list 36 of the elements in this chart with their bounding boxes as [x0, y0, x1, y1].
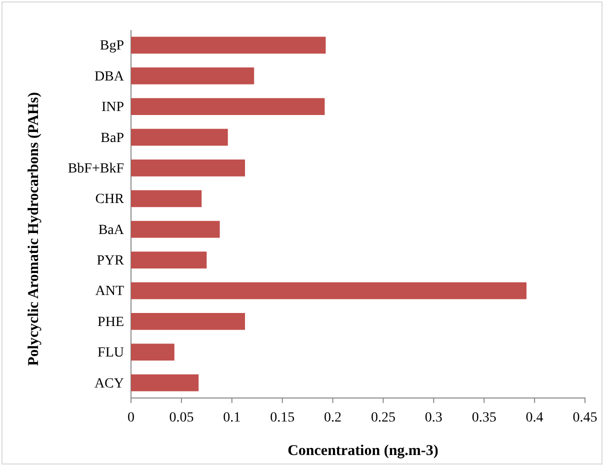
bar — [131, 128, 228, 146]
x-tick-label: 0 — [128, 410, 134, 426]
bar — [131, 160, 246, 176]
y-tick-label: BbF+BkF — [68, 161, 124, 176]
x-tick-label: 0.3 — [424, 410, 442, 426]
y-tick-label: BaA — [98, 222, 125, 238]
bar — [131, 36, 326, 54]
bar — [131, 252, 207, 268]
bar — [131, 67, 254, 84]
y-axis-title: Polycyclic Aromatic Hydrocarbons (PAHs) — [26, 92, 42, 366]
x-axis-title: Concentration (ng.m-3) — [288, 443, 438, 459]
bar — [131, 190, 202, 208]
bar — [131, 374, 199, 392]
y-tick-label: FLU — [98, 346, 124, 361]
y-tick-label: BgP — [100, 38, 124, 54]
x-tick-label: 0.05 — [169, 410, 194, 426]
y-tick-label: BaP — [100, 130, 124, 146]
y-tick-label: ACY — [94, 376, 124, 392]
bar — [131, 98, 325, 116]
x-tick-label: 0.2 — [324, 410, 342, 426]
x-tick-label: 0.25 — [370, 410, 396, 426]
bar — [131, 282, 526, 300]
y-tick-label: ANT — [95, 284, 124, 300]
x-tick-label: 0.1 — [223, 410, 241, 426]
y-tick-label: PYR — [96, 254, 125, 269]
bar — [131, 220, 220, 238]
bar — [131, 344, 174, 361]
bar — [131, 312, 246, 330]
x-tick-label: 0.4 — [526, 410, 544, 426]
y-tick-label: DBA — [94, 69, 125, 84]
x-tick-label: 0.35 — [472, 410, 496, 426]
y-tick-label: PHE — [98, 314, 124, 330]
x-tick-label: 0.15 — [270, 410, 295, 426]
y-tick-label: CHR — [95, 192, 125, 208]
y-tick-label: INP — [101, 100, 124, 116]
x-tick-label: 0.45 — [572, 410, 598, 426]
